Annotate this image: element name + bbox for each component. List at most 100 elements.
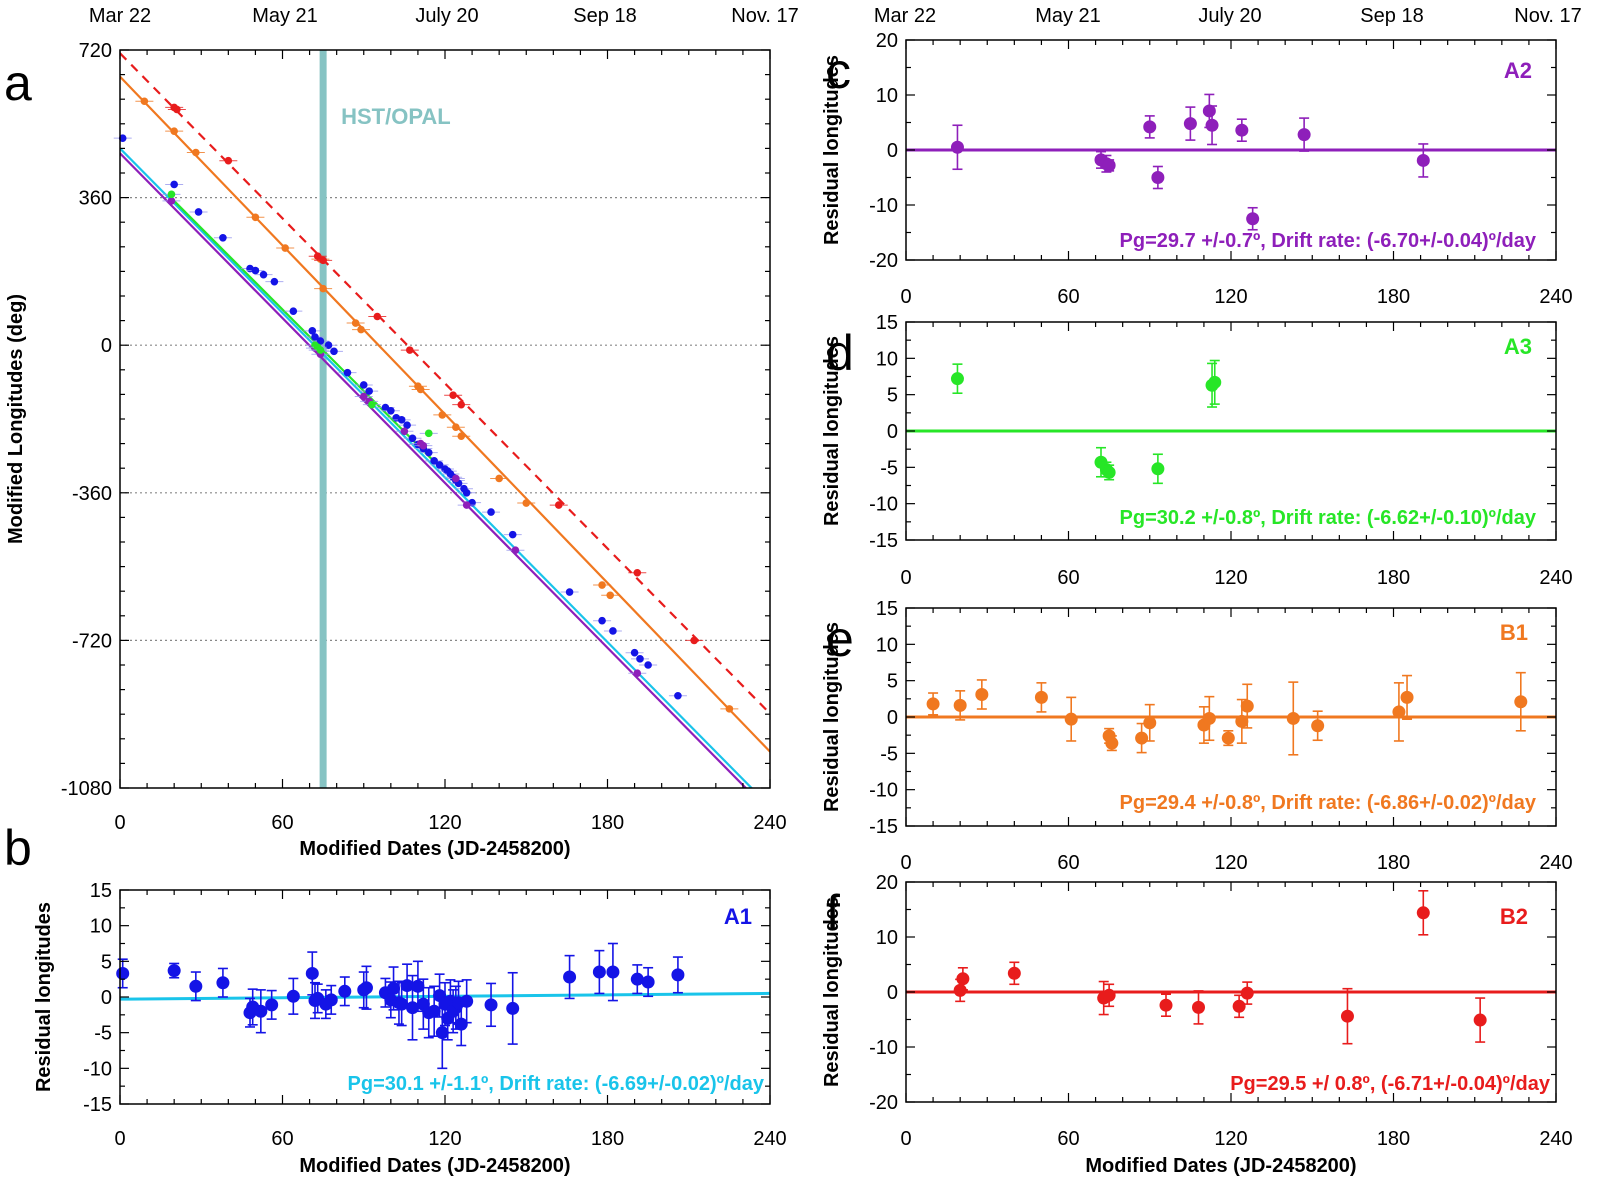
y-tick-label: -10 [869, 195, 898, 217]
y-tick-label: 10 [876, 634, 898, 656]
data-point [435, 461, 444, 469]
x-tick-label: 120 [1214, 567, 1247, 589]
data-point [671, 968, 685, 982]
data-point [324, 993, 338, 1007]
data-point [511, 546, 520, 554]
data-point [1105, 736, 1119, 750]
data-point [1034, 690, 1048, 704]
series-tag: B2 [1500, 904, 1528, 929]
month-labels-left: Mar 22 May 21 July 20 Sep 18 Nov. 17 [89, 5, 799, 27]
data-point [1392, 705, 1406, 719]
y-axis-label: Residual longitudes [821, 336, 843, 526]
data-point [416, 385, 425, 394]
y-tick-label: 720 [79, 40, 112, 62]
hst-opal-band [319, 50, 327, 788]
data-point [319, 256, 327, 265]
data-point [216, 976, 230, 990]
y-tick-label: -10 [83, 1058, 112, 1080]
x-tick-label: 180 [591, 1128, 624, 1150]
data-point [324, 341, 333, 350]
data-point [343, 368, 352, 377]
y-tick-label: 20 [876, 872, 898, 894]
data-point [170, 127, 178, 135]
data-point [419, 441, 428, 450]
y-tick-label: 10 [876, 85, 898, 107]
data-point [630, 972, 644, 986]
data-point [289, 307, 298, 315]
x-tick-label: 60 [1057, 286, 1079, 308]
x-tick-label: 120 [1214, 852, 1247, 874]
data-point [251, 266, 260, 275]
x-axis-label: Modified Dates (JD-2458200) [299, 838, 570, 860]
data-point [1208, 375, 1222, 389]
data-point [1143, 716, 1157, 730]
data-point [1064, 712, 1078, 726]
x-tick-label: 0 [900, 1128, 911, 1150]
data-point [725, 705, 734, 713]
data-point [1297, 128, 1311, 142]
y-axis-label: Residual longitudes [821, 622, 843, 812]
y-tick-label: 360 [79, 188, 112, 210]
y-tick-label: 10 [90, 916, 112, 938]
data-point [1235, 123, 1249, 137]
data-point [606, 591, 615, 600]
data-point [1151, 171, 1165, 184]
data-point [435, 1026, 449, 1040]
hst-opal-label: HST/OPAL [341, 104, 451, 129]
x-tick-label: 120 [428, 812, 461, 834]
y-tick-label: 5 [887, 385, 898, 407]
x-tick-label: 60 [1057, 1128, 1079, 1150]
x-axis-label: Modified Dates (JD-2458200) [299, 1155, 570, 1177]
data-point [495, 474, 503, 483]
x-tick-label: 0 [114, 812, 125, 834]
x-tick-label: 240 [1539, 286, 1572, 308]
x-tick-label: 120 [428, 1128, 461, 1150]
y-tick-label: 0 [101, 335, 112, 357]
y-tick-label: -1080 [61, 778, 112, 800]
fit-line-a3 [167, 194, 433, 460]
data-point [430, 457, 438, 465]
data-point [506, 1001, 520, 1015]
data-point [452, 474, 460, 483]
month-label: May 21 [252, 5, 318, 27]
data-point [1135, 731, 1149, 745]
y-tick-label: -15 [869, 530, 898, 552]
x-tick-label: 60 [271, 1128, 293, 1150]
data-point [254, 1004, 268, 1018]
y-tick-label: 0 [887, 982, 898, 1004]
x-tick-label: 180 [591, 812, 624, 834]
data-point [192, 148, 200, 157]
data-point [319, 284, 327, 293]
series-tag: A2 [1504, 58, 1532, 83]
data-point [630, 648, 639, 657]
data-point [411, 979, 425, 993]
data-point [1202, 711, 1216, 725]
month-label: July 20 [415, 5, 478, 27]
data-point [1514, 695, 1528, 709]
y-tick-label: 0 [887, 140, 898, 162]
data-point [305, 966, 319, 980]
month-label: May 21 [1035, 5, 1101, 27]
y-tick-label: 10 [876, 348, 898, 370]
y-tick-label: 0 [887, 707, 898, 729]
y-tick-label: 10 [876, 927, 898, 949]
data-point [265, 998, 279, 1012]
data-point [592, 965, 606, 979]
x-tick-label: 0 [114, 1128, 125, 1150]
y-tick-label: -15 [869, 816, 898, 838]
data-point [1102, 465, 1116, 479]
data-point [508, 530, 517, 539]
y-tick-label: 15 [876, 312, 898, 334]
fit-annotation: Pg=30.2 +/-0.8º, Drift rate: (-6.62+/-0.… [1120, 507, 1537, 529]
data-point [118, 134, 127, 142]
data-point [400, 979, 414, 993]
data-point [641, 975, 655, 989]
y-axis-label: Modified Longitudes (deg) [5, 294, 27, 544]
data-point [403, 421, 411, 429]
y-tick-label: -5 [880, 457, 898, 479]
series-tag: A3 [1504, 334, 1532, 359]
x-tick-label: 240 [1539, 1128, 1572, 1150]
fit-annotation: Pg=29.5 +/ 0.8º, (-6.71+/-0.04)º/day [1230, 1073, 1551, 1095]
x-tick-label: 240 [1539, 852, 1572, 874]
data-point [438, 411, 447, 419]
